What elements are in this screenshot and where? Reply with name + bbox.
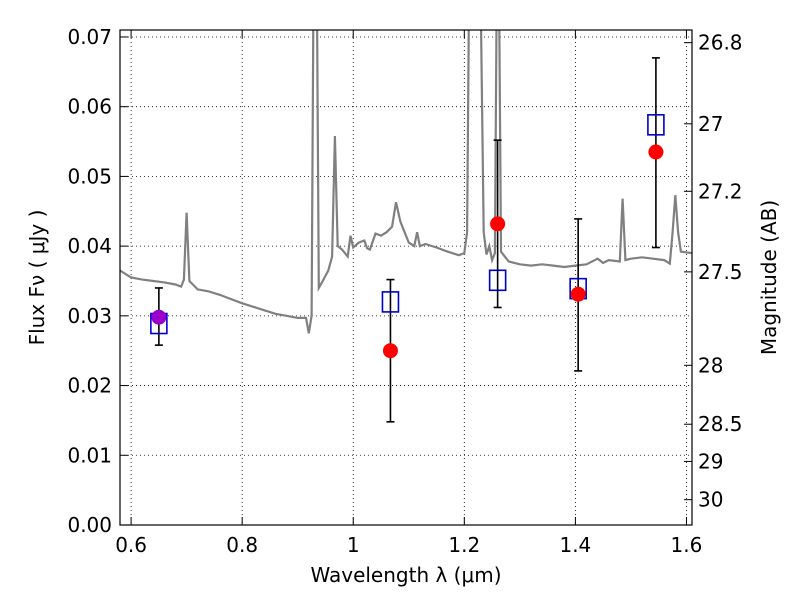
x-tick-label: 1.6 [671, 533, 703, 557]
right-tick-label: 28 [698, 353, 723, 377]
right-tick-label: 30 [698, 488, 723, 512]
y-tick-label: 0.06 [67, 95, 112, 119]
observed-flux-point [570, 286, 586, 302]
right-axis-label: Magnitude (AB) [757, 200, 781, 355]
observed-flux-point [151, 309, 167, 325]
y-tick-label: 0.05 [67, 164, 112, 188]
observed-flux-point [648, 144, 664, 160]
plot-frame [119, 29, 693, 526]
x-axis-label: Wavelength λ (μm) [310, 563, 501, 587]
x-tick-label: 1.2 [448, 533, 480, 557]
right-tick-label: 27.5 [698, 260, 743, 284]
right-tick-label: 26.8 [698, 31, 743, 55]
model-spectrum-layer [120, 30, 692, 334]
x-tick-label: 1.4 [559, 533, 591, 557]
model-photometry-square [647, 114, 665, 136]
observed-flux-point [490, 216, 506, 232]
x-tick-label: 0.8 [226, 533, 258, 557]
tick-layer: 0.6 0.8 1 1.2 1.4 1.6 0.00 0.01 0.02 0.03 0.04 0.05… [67, 25, 742, 557]
y-tick-label: 0.03 [67, 304, 112, 328]
y-tick-label: 0.00 [67, 513, 112, 537]
right-tick-label: 28.5 [698, 412, 743, 436]
right-tick-label: 29 [698, 449, 723, 473]
observed-flux-point [382, 343, 398, 359]
right-tick-label: 27 [698, 112, 723, 136]
y-tick-label: 0.07 [67, 25, 112, 49]
y-tick-label: 0.04 [67, 234, 112, 258]
grid [120, 30, 692, 526]
x-tick-label: 0.6 [115, 533, 147, 557]
data-points-layer [150, 57, 665, 423]
y-axis-label: Flux Fν ( μJy ) [25, 210, 49, 346]
model-photometry-square [381, 291, 400, 313]
model-photometry-square [488, 269, 507, 292]
y-tick-label: 0.01 [67, 443, 112, 467]
y-tick-label: 0.02 [67, 374, 112, 398]
x-tick-label: 1 [347, 533, 360, 557]
right-tick-label: 27.2 [698, 179, 743, 203]
model-spectrum-line [120, 30, 692, 334]
